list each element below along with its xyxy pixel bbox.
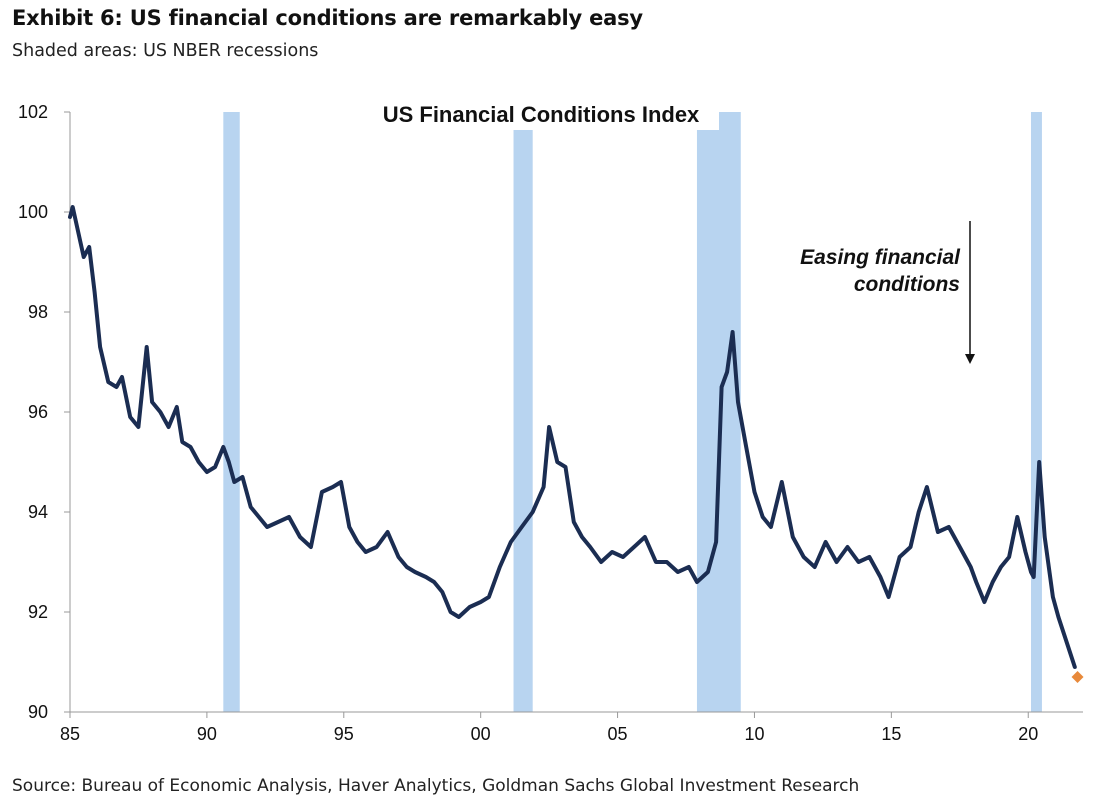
y-tick-label: 102 [18, 102, 48, 122]
exhibit-subtitle: Shaded areas: US NBER recessions [12, 41, 319, 61]
x-tick-label: 20 [1018, 724, 1038, 744]
annotation-line-2: conditions [854, 273, 960, 296]
annotation-arrow-head [965, 354, 975, 364]
chart-title: US Financial Conditions Index [383, 102, 700, 127]
y-tick-label: 98 [28, 302, 48, 322]
y-tick-label: 96 [28, 402, 48, 422]
source-note: Source: Bureau of Economic Analysis, Hav… [12, 776, 860, 796]
recession-band-4 [1030, 112, 1042, 712]
exhibit-title: Exhibit 6: US financial conditions are r… [12, 6, 643, 30]
recession-bands [223, 112, 1042, 712]
y-tick-label: 90 [28, 702, 48, 722]
x-tick-label: 10 [744, 724, 764, 744]
x-tick-label: 90 [197, 724, 217, 744]
chart-axes: 90 92 94 96 98 100 102 85 90 95 00 05 10 15 20 [18, 102, 1083, 744]
annotation-line-1: Easing financial [800, 246, 961, 269]
chart-title-backing [363, 100, 719, 130]
y-tick-label: 92 [28, 602, 48, 622]
x-tick-label: 95 [334, 724, 354, 744]
x-tick-label: 00 [471, 724, 491, 744]
x-tick-label: 05 [608, 724, 628, 744]
series-line-1 [68, 205, 1077, 669]
chart-labels: US Financial Conditions Index Easing fina… [363, 100, 975, 364]
last-point-marker [1071, 671, 1084, 683]
chart-series [68, 205, 1084, 683]
x-tick-label: 85 [60, 724, 80, 744]
x-tick-label: 15 [881, 724, 901, 744]
recession-band-1 [223, 112, 240, 712]
recession-band-2 [513, 112, 533, 712]
y-tick-label: 94 [28, 502, 48, 522]
y-tick-label: 100 [18, 202, 48, 222]
